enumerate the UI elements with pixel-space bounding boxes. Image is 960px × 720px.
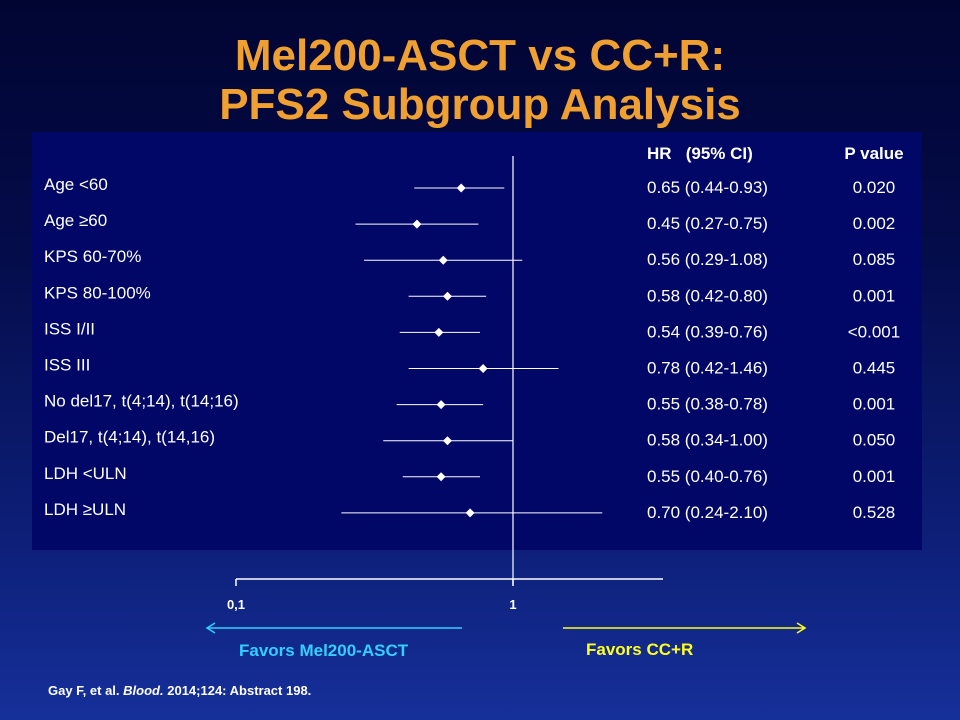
hr-point-marker xyxy=(436,400,446,410)
hr-point-marker xyxy=(442,291,452,301)
hr-point-marker xyxy=(434,327,444,337)
hr-ci-value: 0.58 (0.34-1.00) xyxy=(647,431,768,450)
favors-right-arrowhead xyxy=(796,622,807,634)
favors-left-label: Favors Mel200-ASCT xyxy=(239,641,409,660)
hr-point-marker xyxy=(438,255,448,265)
hr-ci-value: 0.45 (0.27-0.75) xyxy=(647,214,768,233)
citation-journal: Blood. xyxy=(123,683,164,698)
p-value: 0.001 xyxy=(853,395,896,414)
citation-details: 2014;124: Abstract 198. xyxy=(167,683,312,698)
p-value: 0.020 xyxy=(853,178,896,197)
row-label: Age <60 xyxy=(44,175,108,194)
row-label: LDH <ULN xyxy=(44,464,127,483)
p-value: 0.001 xyxy=(853,467,896,486)
citation: Gay F, et al. Blood. 2014;124: Abstract … xyxy=(48,683,311,698)
row-label: ISS I/II xyxy=(44,319,95,338)
forest-row: ISS III 0.78 (0.42-1.46) 0.445 xyxy=(44,356,895,378)
hr-point-marker xyxy=(442,436,452,446)
hr-ci-value: 0.55 (0.38-0.78) xyxy=(647,395,768,414)
forest-row: ISS I/II 0.54 (0.39-0.76) <0.001 xyxy=(44,319,900,341)
hr-ci-value: 0.70 (0.24-2.10) xyxy=(647,503,768,522)
p-value: <0.001 xyxy=(848,322,900,341)
hr-point-marker xyxy=(412,219,422,229)
row-label: LDH ≥ULN xyxy=(44,500,126,519)
forest-row: LDH ≥ULN 0.70 (0.24-2.10) 0.528 xyxy=(44,500,895,522)
chart-panel xyxy=(32,132,922,550)
x-tick-label: 1 xyxy=(509,597,516,612)
hr-ci-value: 0.58 (0.42-0.80) xyxy=(647,286,768,305)
row-label: Age ≥60 xyxy=(44,211,107,230)
forest-row: No del17, t(4;14), t(14;16) 0.55 (0.38-0.… xyxy=(44,392,895,414)
hr-point-marker xyxy=(465,508,475,518)
p-value: 0.002 xyxy=(853,214,896,233)
forest-row: KPS 60-70% 0.56 (0.29-1.08) 0.085 xyxy=(44,247,895,269)
forest-row: KPS 80-100% 0.58 (0.42-0.80) 0.001 xyxy=(44,283,895,305)
forest-row: Age <60 0.65 (0.44-0.93) 0.020 xyxy=(44,175,895,197)
x-tick-label: 0,1 xyxy=(227,597,245,612)
row-label: KPS 60-70% xyxy=(44,247,141,266)
p-value: 0.050 xyxy=(853,431,896,450)
citation-authors: Gay F, et al. xyxy=(48,683,120,698)
favors-left-arrowhead xyxy=(205,622,216,634)
forest-row: Age ≥60 0.45 (0.27-0.75) 0.002 xyxy=(44,211,895,233)
header-hr-ci: HR (95% CI) xyxy=(647,144,753,163)
hr-ci-value: 0.78 (0.42-1.46) xyxy=(647,359,768,378)
slide-title-line2: PFS2 Subgroup Analysis xyxy=(219,80,741,129)
forest-rows: Age <60 0.65 (0.44-0.93) 0.020 Age ≥60 0.45 … xyxy=(44,175,900,522)
row-label: ISS III xyxy=(44,356,90,375)
p-value: 0.085 xyxy=(853,250,896,269)
row-label: Del17, t(4;14), t(14,16) xyxy=(44,428,215,447)
hr-ci-value: 0.56 (0.29-1.08) xyxy=(647,250,768,269)
hr-point-marker xyxy=(478,364,488,373)
favors-right-label: Favors CC+R xyxy=(586,640,693,659)
hr-ci-value: 0.54 (0.39-0.76) xyxy=(647,322,768,341)
hr-ci-value: 0.65 (0.44-0.93) xyxy=(647,178,768,197)
hr-point-marker xyxy=(456,183,466,193)
header-p-value: P value xyxy=(844,144,903,163)
p-value: 0.528 xyxy=(853,503,896,522)
forest-row: Del17, t(4;14), t(14,16) 0.58 (0.34-1.00)… xyxy=(44,428,895,450)
row-label: KPS 80-100% xyxy=(44,283,151,302)
p-value: 0.445 xyxy=(853,359,896,378)
hr-ci-value: 0.55 (0.40-0.76) xyxy=(647,467,768,486)
forest-row: LDH <ULN 0.55 (0.40-0.76) 0.001 xyxy=(44,464,895,486)
hr-point-marker xyxy=(436,472,446,482)
p-value: 0.001 xyxy=(853,286,896,305)
row-label: No del17, t(4;14), t(14;16) xyxy=(44,392,239,411)
slide-title-line1: Mel200-ASCT vs CC+R: xyxy=(234,31,726,80)
x-axis-ticks: 0,1 1 xyxy=(227,579,517,612)
